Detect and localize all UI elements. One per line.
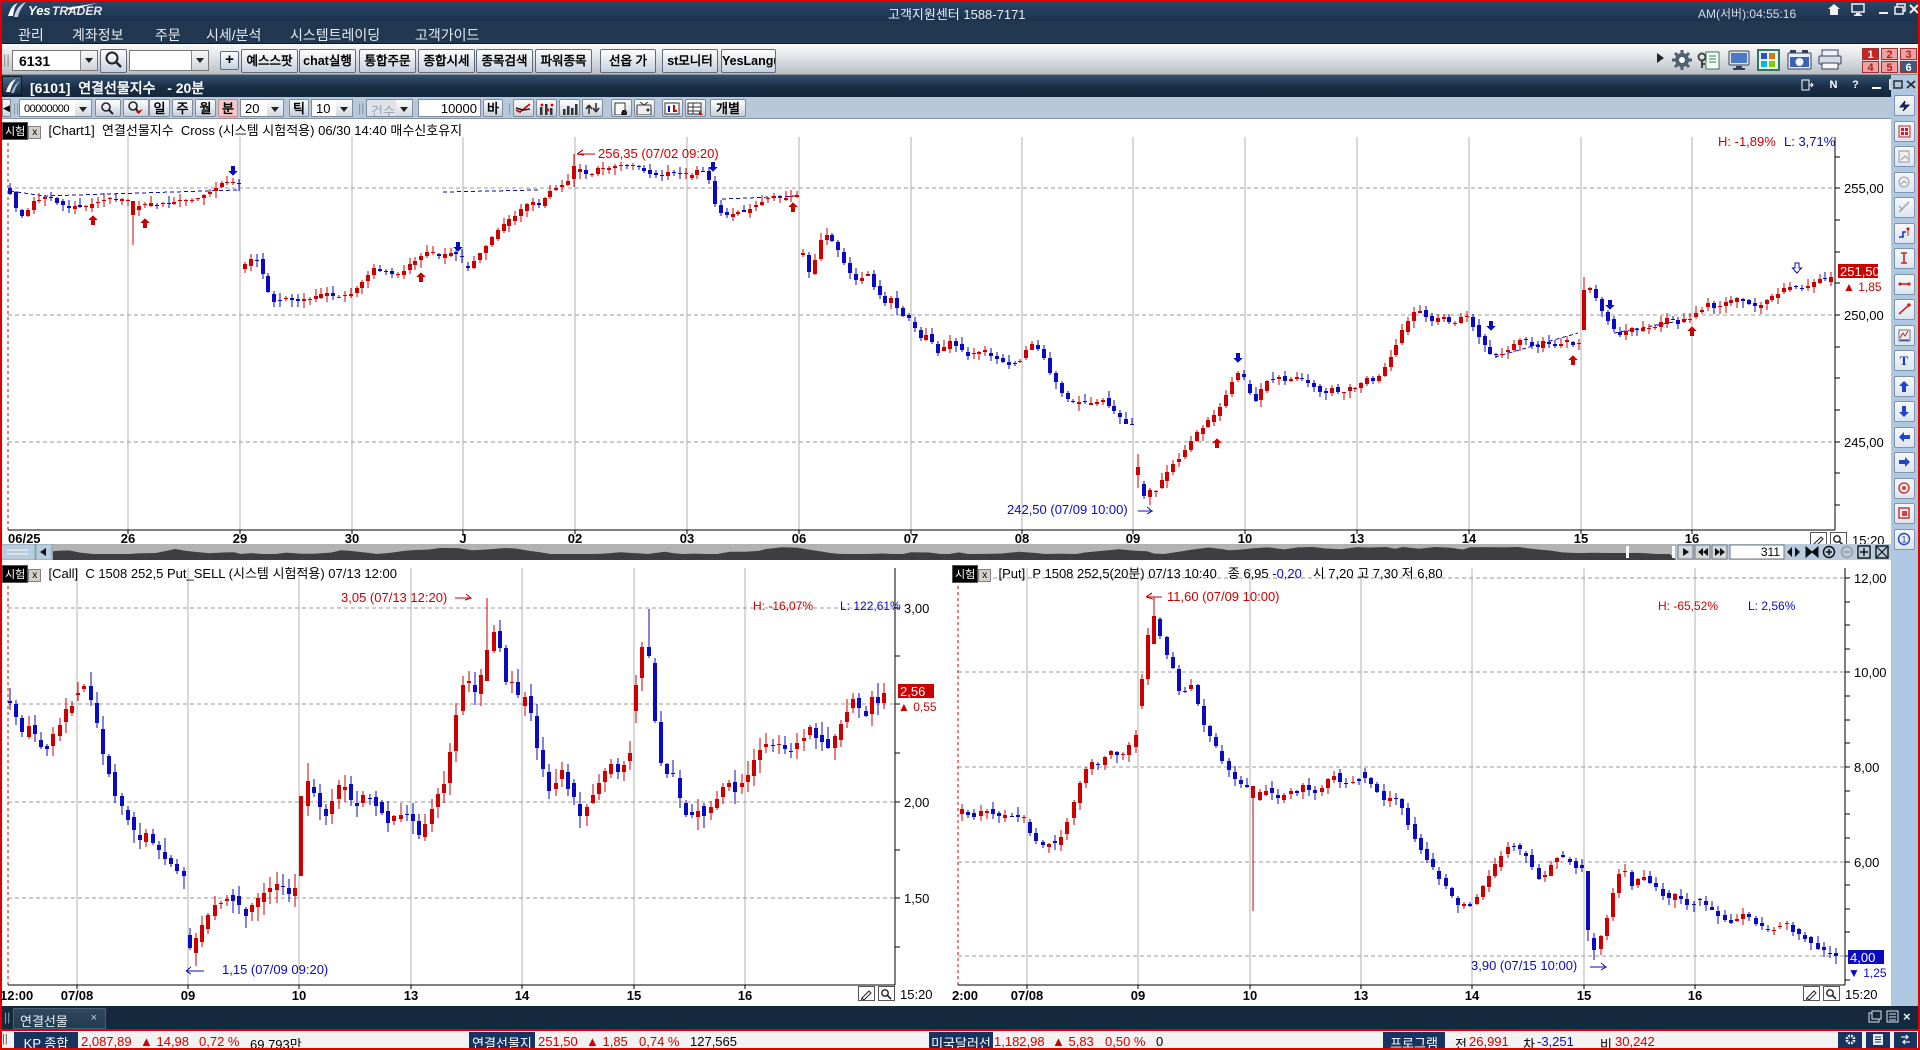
svg-text:255,00: 255,00 <box>1844 181 1884 196</box>
svg-text:242,50 (07/09 10:00): 242,50 (07/09 10:00) <box>1007 502 1128 517</box>
svg-text:2:00: 2:00 <box>952 988 978 1003</box>
svg-text:1: 1 <box>1901 534 1906 544</box>
svg-text:3,90 (07/15 10:00): 3,90 (07/15 10:00) <box>1471 958 1577 973</box>
svg-text:L: 122,61%: L: 122,61% <box>840 599 901 613</box>
svg-text:10: 10 <box>1243 988 1257 1003</box>
svg-text:10,00: 10,00 <box>1854 665 1887 680</box>
svg-text:06: 06 <box>792 531 806 546</box>
svg-text:07/08: 07/08 <box>61 988 94 1003</box>
svg-text:13: 13 <box>404 988 418 1003</box>
svg-text:12,00: 12,00 <box>1854 571 1887 586</box>
svg-text:15: 15 <box>1577 988 1591 1003</box>
svg-text:16: 16 <box>1688 988 1702 1003</box>
svg-text:07/08: 07/08 <box>1011 988 1044 1003</box>
svg-text:02: 02 <box>568 531 582 546</box>
svg-text:L: 2,56%: L: 2,56% <box>1748 599 1796 613</box>
svg-text:245,00: 245,00 <box>1844 435 1884 450</box>
svg-text:H: -1,89%: H: -1,89% <box>1718 134 1776 149</box>
svg-text:09: 09 <box>1126 531 1140 546</box>
svg-text:▲ 0,55: ▲ 0,55 <box>898 700 937 714</box>
svg-text:09: 09 <box>181 988 195 1003</box>
svg-text:250,00: 250,00 <box>1844 308 1884 323</box>
svg-text:10: 10 <box>1238 531 1252 546</box>
svg-text:14: 14 <box>1465 988 1480 1003</box>
svg-text:311: 311 <box>1761 545 1780 559</box>
svg-text:3,00: 3,00 <box>904 601 929 616</box>
svg-text:12:00: 12:00 <box>0 988 33 1003</box>
svg-text:15: 15 <box>1574 531 1588 546</box>
svg-text:29: 29 <box>233 531 247 546</box>
svg-text:03: 03 <box>680 531 694 546</box>
svg-text:08: 08 <box>1015 531 1029 546</box>
svg-text:26: 26 <box>121 531 135 546</box>
svg-text:16: 16 <box>738 988 752 1003</box>
svg-text:13: 13 <box>1354 988 1368 1003</box>
svg-text:L: 3,71%: L: 3,71% <box>1784 134 1836 149</box>
svg-text:30: 30 <box>345 531 359 546</box>
svg-text:TRADER: TRADER <box>52 4 102 18</box>
svg-text:251,50: 251,50 <box>1840 264 1880 279</box>
svg-text:D: D <box>622 110 627 115</box>
svg-text:H: -65,52%: H: -65,52% <box>1658 599 1718 613</box>
svg-text:06/25: 06/25 <box>8 531 41 546</box>
svg-text:Yes: Yes <box>28 3 51 18</box>
svg-text:11,60 (07/09 10:00): 11,60 (07/09 10:00) <box>1167 589 1280 604</box>
svg-text:▼ 1,25: ▼ 1,25 <box>1848 966 1887 980</box>
svg-text:4,00: 4,00 <box>1850 950 1875 965</box>
svg-text:10: 10 <box>292 988 306 1003</box>
svg-text:16: 16 <box>1685 531 1699 546</box>
svg-text:T: T <box>1900 353 1909 368</box>
svg-text:09: 09 <box>1131 988 1145 1003</box>
svg-text:3,05 (07/13 12:20): 3,05 (07/13 12:20) <box>341 590 447 605</box>
svg-text:14: 14 <box>1462 531 1477 546</box>
svg-text:14: 14 <box>515 988 530 1003</box>
svg-text:H: -16,07%: H: -16,07% <box>753 599 813 613</box>
svg-text:1,15 (07/09 09:20): 1,15 (07/09 09:20) <box>222 962 328 977</box>
svg-text:07: 07 <box>904 531 918 546</box>
svg-text:8,00: 8,00 <box>1854 760 1879 775</box>
svg-text:6,00: 6,00 <box>1854 855 1879 870</box>
svg-text:256,35 (07/02 09:20): 256,35 (07/02 09:20) <box>598 146 719 161</box>
svg-text:1,50: 1,50 <box>904 891 929 906</box>
svg-text:15: 15 <box>627 988 641 1003</box>
svg-text:13: 13 <box>1350 531 1364 546</box>
svg-text:J: J <box>459 531 466 546</box>
svg-text:▲ 1,85: ▲ 1,85 <box>1843 280 1882 294</box>
svg-text:2,00: 2,00 <box>904 795 929 810</box>
svg-text:2,56: 2,56 <box>900 684 925 699</box>
